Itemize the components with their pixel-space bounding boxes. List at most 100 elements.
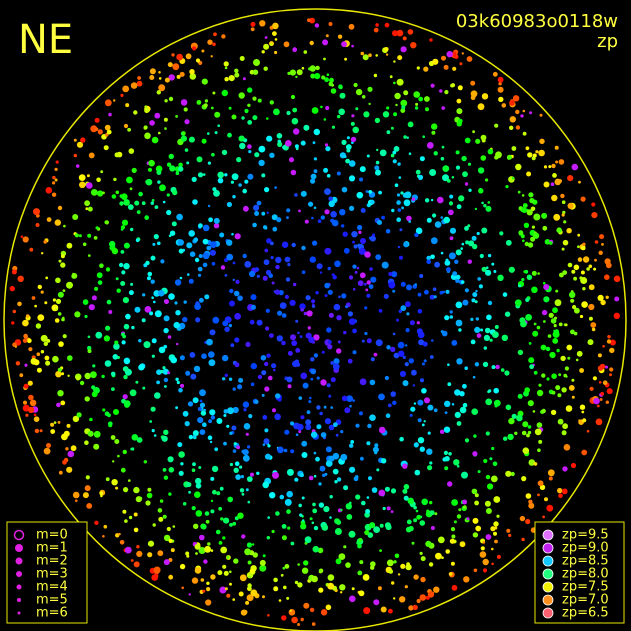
star	[375, 254, 382, 260]
star	[514, 299, 522, 307]
star	[211, 152, 215, 157]
star	[505, 239, 512, 246]
star	[73, 138, 77, 142]
star	[364, 331, 368, 336]
star	[117, 454, 120, 458]
star	[433, 586, 440, 593]
star	[194, 303, 202, 310]
star	[310, 377, 314, 381]
star	[247, 87, 253, 93]
star	[334, 260, 341, 268]
star	[498, 96, 504, 103]
star	[57, 312, 62, 316]
star	[359, 560, 364, 565]
star	[455, 165, 461, 170]
star	[509, 116, 516, 123]
star	[481, 227, 488, 234]
star	[153, 234, 159, 240]
star	[461, 280, 465, 284]
star	[540, 344, 547, 351]
star	[429, 355, 434, 359]
star	[243, 205, 249, 212]
star	[55, 371, 62, 378]
star	[275, 264, 280, 270]
star	[407, 121, 414, 128]
star	[106, 129, 112, 135]
star	[318, 482, 322, 486]
star	[174, 279, 182, 286]
star	[174, 301, 178, 305]
star	[247, 445, 251, 449]
star	[474, 326, 481, 333]
star	[423, 66, 429, 72]
star	[162, 200, 166, 204]
star	[239, 574, 247, 582]
star	[472, 451, 478, 457]
star	[123, 323, 130, 330]
star	[90, 371, 97, 379]
star	[570, 462, 577, 469]
star	[87, 233, 92, 238]
star	[491, 446, 495, 451]
star	[295, 319, 299, 323]
star	[245, 341, 251, 347]
star	[419, 520, 426, 526]
star	[192, 46, 197, 51]
star	[425, 107, 429, 112]
star	[358, 590, 365, 597]
star	[349, 595, 356, 603]
star	[168, 96, 174, 102]
star	[156, 170, 162, 175]
star	[262, 415, 268, 420]
star	[343, 247, 350, 254]
star	[183, 107, 188, 112]
star	[115, 486, 119, 490]
star	[417, 292, 422, 297]
star	[403, 90, 409, 96]
star	[62, 459, 67, 465]
star	[340, 591, 343, 594]
star	[593, 267, 597, 271]
star	[230, 180, 234, 184]
star	[219, 232, 225, 238]
star	[332, 452, 340, 460]
star	[219, 486, 224, 491]
star	[525, 298, 530, 302]
star	[154, 392, 161, 399]
star	[345, 305, 349, 309]
star	[392, 289, 396, 293]
star	[66, 466, 73, 473]
star	[473, 434, 477, 438]
magnitude-label: m=2	[36, 554, 68, 569]
star	[218, 541, 223, 545]
star	[589, 386, 594, 391]
star	[226, 239, 233, 246]
star	[411, 541, 415, 545]
star	[606, 388, 613, 395]
star	[415, 169, 421, 175]
star	[163, 117, 168, 122]
star	[213, 32, 217, 37]
star	[102, 535, 105, 538]
star	[238, 135, 245, 142]
star	[272, 31, 277, 36]
star	[393, 60, 396, 63]
star	[238, 92, 245, 99]
star	[150, 255, 156, 261]
star	[154, 112, 161, 119]
star	[544, 497, 548, 502]
star	[249, 319, 255, 325]
star	[54, 219, 61, 226]
star	[97, 190, 104, 197]
star	[250, 294, 257, 301]
star	[414, 469, 421, 476]
star	[152, 242, 156, 246]
star	[558, 179, 562, 183]
star	[196, 156, 203, 163]
star	[253, 59, 260, 66]
star	[543, 165, 548, 169]
star	[467, 259, 472, 264]
star	[493, 521, 499, 527]
star	[456, 514, 462, 519]
star	[402, 463, 408, 469]
